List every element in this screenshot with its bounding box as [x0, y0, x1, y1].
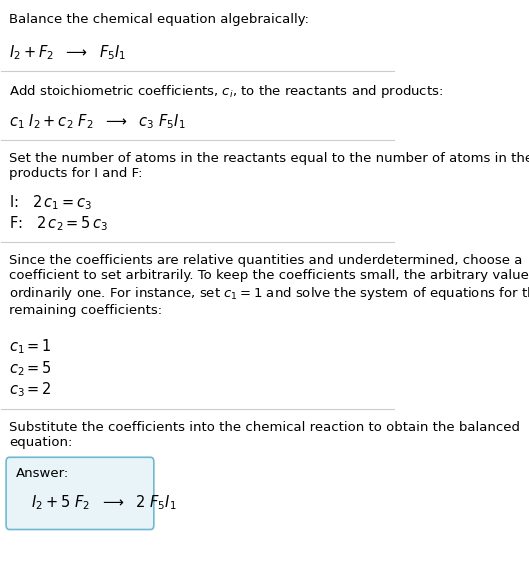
Text: Add stoichiometric coefficients, $c_i$, to the reactants and products:: Add stoichiometric coefficients, $c_i$, …	[9, 83, 443, 100]
Text: $c_1 = 1$: $c_1 = 1$	[9, 338, 52, 357]
Text: $c_2 = 5$: $c_2 = 5$	[9, 359, 52, 378]
Text: $I_2 + 5\ F_2\ \ \longrightarrow\ \ 2\ F_5I_1$: $I_2 + 5\ F_2\ \ \longrightarrow\ \ 2\ F…	[31, 493, 176, 511]
Text: I:   $2\,c_1 = c_3$: I: $2\,c_1 = c_3$	[9, 193, 93, 212]
Text: Answer:: Answer:	[16, 467, 70, 480]
Text: Balance the chemical equation algebraically:: Balance the chemical equation algebraica…	[9, 12, 309, 26]
Text: Set the number of atoms in the reactants equal to the number of atoms in the
pro: Set the number of atoms in the reactants…	[9, 152, 529, 180]
FancyBboxPatch shape	[6, 457, 154, 530]
Text: F:   $2\,c_2 = 5\,c_3$: F: $2\,c_2 = 5\,c_3$	[9, 215, 108, 234]
Text: Substitute the coefficients into the chemical reaction to obtain the balanced
eq: Substitute the coefficients into the che…	[9, 421, 520, 449]
Text: Since the coefficients are relative quantities and underdetermined, choose a
coe: Since the coefficients are relative quan…	[9, 254, 529, 316]
Text: $c_1\ I_2 + c_2\ F_2\ \ \longrightarrow\ \ c_3\ F_5I_1$: $c_1\ I_2 + c_2\ F_2\ \ \longrightarrow\…	[9, 112, 186, 131]
Text: $I_2 + F_2\ \ \longrightarrow\ \ F_5I_1$: $I_2 + F_2\ \ \longrightarrow\ \ F_5I_1$	[9, 44, 127, 62]
Text: $c_3 = 2$: $c_3 = 2$	[9, 380, 52, 399]
